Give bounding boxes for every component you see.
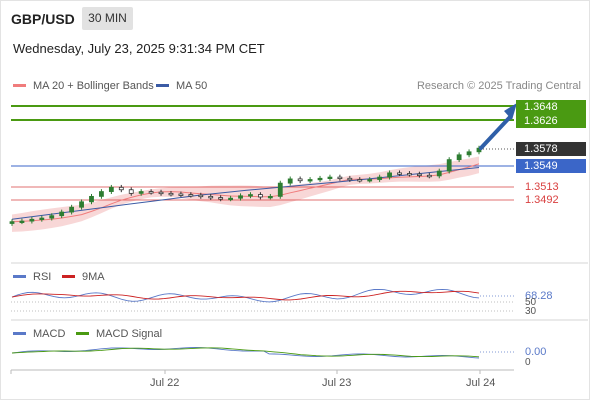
macd-signal-title: MACD Signal <box>96 328 163 340</box>
candle-body <box>337 176 343 180</box>
candle-body <box>19 220 25 223</box>
candle-body <box>377 176 383 180</box>
candle-body <box>397 172 402 175</box>
candle-body <box>69 206 75 213</box>
candle-body <box>198 194 204 198</box>
candle-body <box>49 215 55 219</box>
candle-body <box>258 194 263 198</box>
macd-swatch <box>13 331 26 335</box>
candle-body <box>446 159 452 172</box>
rsi-tick-30: 30 <box>525 306 537 317</box>
candle-body <box>89 195 94 203</box>
candle-body <box>287 178 293 184</box>
candle-body <box>188 194 194 197</box>
rsi-swatch <box>13 274 26 278</box>
date-label-jul24: Jul 24 <box>466 377 496 389</box>
support-label-1: 1.3513 <box>525 181 559 193</box>
candle-body <box>367 179 373 182</box>
macd-legend: MACD <box>13 328 65 340</box>
candle-body <box>29 218 35 222</box>
rsi-ma-swatch <box>62 274 75 278</box>
candle-body <box>9 221 15 224</box>
candle-body <box>327 176 333 180</box>
support-label-2: 1.3492 <box>525 194 559 206</box>
timeframe-badge[interactable]: 30 MIN <box>82 7 133 30</box>
candle-body <box>407 173 412 176</box>
resistance-tag-1: 1.3648 <box>516 100 586 114</box>
legend-ma50-label: MA 50 <box>176 80 208 92</box>
candle-body <box>99 191 104 197</box>
pivot-tag: 1.3549 <box>516 159 586 173</box>
rsi-value: 68.28 <box>525 290 553 302</box>
rsi-tick-50: 50 <box>525 297 537 308</box>
candle-body <box>228 197 233 201</box>
candle-body <box>317 177 323 181</box>
candle-body <box>456 154 462 161</box>
candle-body <box>158 191 164 195</box>
rsi-ma-title: 9MA <box>82 271 105 283</box>
candle-body <box>108 186 114 192</box>
ma50-swatch <box>156 83 169 87</box>
candle-body <box>138 191 144 194</box>
candle-body <box>178 193 184 196</box>
candle-body <box>267 195 273 199</box>
date-label-jul23: Jul 23 <box>322 377 352 389</box>
bollinger-band <box>12 156 479 232</box>
candle-body <box>128 189 134 194</box>
candle-body <box>39 217 45 220</box>
legend-ma20-label: MA 20 + Bollinger Bands <box>33 80 154 92</box>
ma20-swatch <box>13 83 26 87</box>
macd-line <box>11 347 480 359</box>
candle-body <box>466 151 472 156</box>
ma50-line <box>11 167 480 220</box>
rsi-ma-legend: 9MA <box>62 271 105 283</box>
candle-body <box>297 178 303 182</box>
candle-body <box>168 192 174 196</box>
candle-body <box>208 195 214 199</box>
macd-signal-legend: MACD Signal <box>76 328 162 340</box>
chart-datetime: Wednesday, July 23, 2025 9:31:34 PM CET <box>13 41 265 56</box>
candle-body <box>59 211 65 217</box>
rsi-legend: RSI <box>13 271 51 283</box>
candle-body <box>426 174 432 178</box>
candle-body <box>148 191 154 194</box>
macd-signal-swatch <box>76 331 89 335</box>
macd-title: MACD <box>33 328 66 340</box>
date-label-jul22: Jul 22 <box>150 377 180 389</box>
price-candles <box>9 145 482 226</box>
candle-body <box>357 179 363 182</box>
candle-body <box>347 177 353 181</box>
legend-ma50: MA 50 <box>156 80 207 92</box>
research-credit: Research © 2025 Trading Central <box>416 80 581 92</box>
candle-body <box>248 194 253 197</box>
candle-body <box>118 186 124 191</box>
macd-tick-0: 0 <box>525 357 531 368</box>
resistance-tag-2: 1.3626 <box>516 114 586 128</box>
candle-body <box>387 172 392 178</box>
legend-ma20: MA 20 + Bollinger Bands <box>13 80 154 92</box>
rsi-ma-line <box>11 290 480 301</box>
candle-body <box>307 179 313 182</box>
macd-value: 0.00 <box>525 346 547 358</box>
candle-body <box>238 195 243 199</box>
macd-signal-line <box>11 347 480 358</box>
ma20-line <box>11 163 480 223</box>
candle-body <box>218 197 224 200</box>
rsi-title: RSI <box>33 271 52 283</box>
candle-body <box>79 201 84 208</box>
candle-body <box>436 170 442 177</box>
last-price-tag: 1.3578 <box>516 142 586 156</box>
candle-body <box>416 173 422 176</box>
forecast-arrow <box>479 103 517 150</box>
currency-pair-title: GBP/USD <box>11 11 75 27</box>
candle-body <box>277 182 283 197</box>
